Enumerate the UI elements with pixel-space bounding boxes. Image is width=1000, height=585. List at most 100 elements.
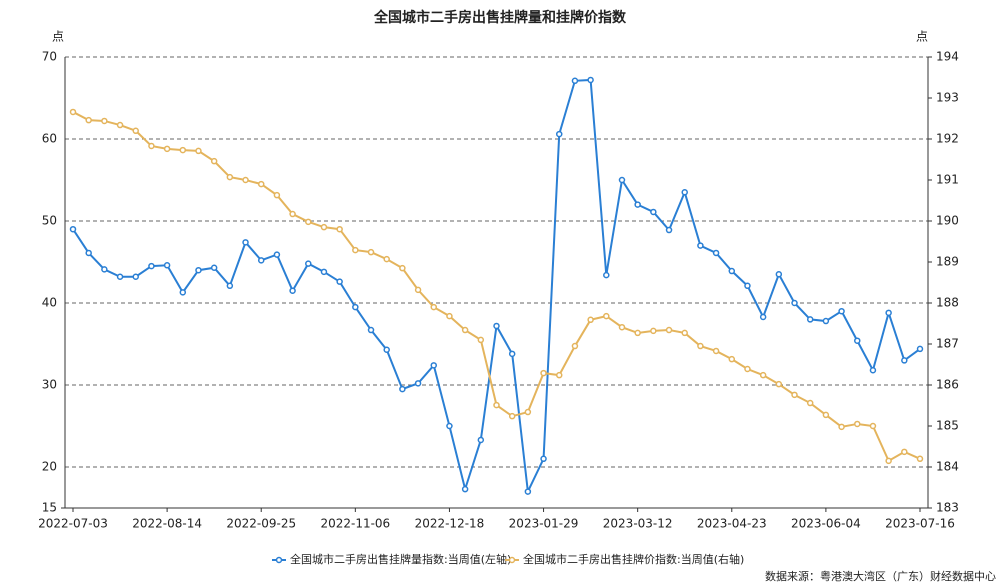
- data-point: [320, 268, 328, 276]
- y2-tick-label: 193: [936, 91, 959, 105]
- data-point: [759, 371, 767, 379]
- data-point: [587, 316, 594, 324]
- data-point: [697, 342, 704, 350]
- data-point: [399, 264, 406, 272]
- source: 数据来源：粤港澳大湾区（广东）财经数据中心: [765, 569, 996, 583]
- x-tick-label: 2022-12-18: [415, 517, 485, 531]
- y2-tick-label: 185: [936, 419, 959, 433]
- data-point: [571, 77, 579, 85]
- data-point: [555, 371, 563, 379]
- x-tick-label: 2022-07-03: [38, 517, 108, 531]
- data-point: [69, 108, 77, 116]
- data-point: [242, 176, 249, 184]
- data-point: [273, 251, 281, 258]
- data-point: [524, 408, 532, 416]
- data-point: [650, 208, 657, 216]
- data-point: [665, 226, 673, 234]
- data-point: [320, 223, 328, 231]
- data-point: [116, 273, 124, 281]
- data-point: [367, 326, 375, 334]
- data-point: [681, 329, 688, 337]
- x-tick-label: 2023-01-29: [509, 517, 579, 531]
- data-point: [806, 399, 814, 407]
- data-point: [85, 249, 92, 257]
- data-point: [728, 355, 736, 363]
- data-point: [163, 145, 171, 153]
- data-point: [163, 262, 171, 269]
- data-point: [822, 317, 830, 325]
- data-point: [712, 347, 720, 355]
- data-point: [618, 176, 626, 184]
- data-point: [869, 422, 877, 430]
- data-point: [69, 225, 77, 233]
- data-point: [587, 76, 594, 84]
- data-point: [744, 282, 751, 290]
- data-point: [508, 350, 516, 358]
- data-point: [524, 488, 532, 495]
- y2-tick-label: 187: [936, 337, 959, 351]
- data-point: [603, 312, 610, 320]
- data-point: [414, 380, 422, 387]
- data-point: [775, 380, 783, 388]
- data-point: [650, 327, 657, 335]
- data-point: [116, 121, 124, 129]
- data-point: [336, 278, 343, 285]
- y2-axis-label: 点: [916, 30, 928, 44]
- data-point: [712, 249, 720, 257]
- legend-marker: [275, 556, 283, 564]
- data-point: [885, 457, 892, 465]
- x-tick-label: 2023-06-04: [791, 517, 861, 531]
- data-point: [493, 322, 500, 330]
- data-point: [791, 299, 798, 307]
- x-tick-label: 2023-04-23: [697, 517, 767, 531]
- y-tick-label: 70: [42, 50, 57, 64]
- data-point: [461, 326, 469, 334]
- data-point: [634, 329, 641, 337]
- series-line: [72, 78, 921, 496]
- data-point: [634, 201, 641, 208]
- y2-tick-label: 192: [936, 132, 959, 146]
- data-point: [603, 271, 610, 279]
- data-point: [352, 246, 359, 254]
- data-point: [257, 257, 265, 264]
- data-point: [854, 420, 861, 428]
- data-point: [916, 455, 924, 463]
- data-point: [226, 282, 234, 290]
- y-tick-label: 20: [42, 460, 57, 474]
- data-point: [446, 312, 453, 320]
- y2-tick-label: 190: [936, 214, 959, 228]
- data-point: [210, 264, 218, 271]
- y-tick-label: 15: [42, 501, 57, 515]
- data-point: [352, 303, 359, 311]
- x-tick-label: 2023-07-16: [885, 517, 955, 531]
- x-tick-label: 2023-03-12: [603, 517, 673, 531]
- y-tick-label: 60: [42, 132, 57, 146]
- x-tick-label: 2022-08-14: [132, 517, 202, 531]
- data-point: [195, 147, 202, 155]
- legend-label: 全国城市二手房出售挂牌价指数:当周值(右轴): [523, 552, 744, 566]
- data-point: [493, 401, 500, 409]
- data-point: [242, 239, 249, 246]
- data-point: [305, 218, 312, 226]
- data-point: [461, 485, 469, 493]
- x-tick-label: 2022-09-25: [226, 517, 296, 531]
- data-point: [226, 173, 234, 181]
- data-point: [540, 455, 547, 463]
- data-point: [101, 117, 108, 125]
- y-tick-label: 40: [42, 296, 57, 310]
- data-point: [854, 337, 861, 344]
- data-point: [728, 267, 736, 275]
- y2-tick-label: 194: [936, 50, 959, 64]
- data-point: [399, 385, 406, 393]
- y2-tick-label: 189: [936, 255, 959, 269]
- data-point: [446, 422, 453, 430]
- data-point: [289, 210, 296, 218]
- data-point: [148, 142, 155, 150]
- data-point: [901, 357, 908, 364]
- y-axis-label: 点: [52, 30, 64, 44]
- data-point: [791, 391, 798, 399]
- y2-tick-label: 191: [936, 173, 959, 187]
- data-point: [838, 307, 845, 315]
- data-point: [336, 225, 343, 233]
